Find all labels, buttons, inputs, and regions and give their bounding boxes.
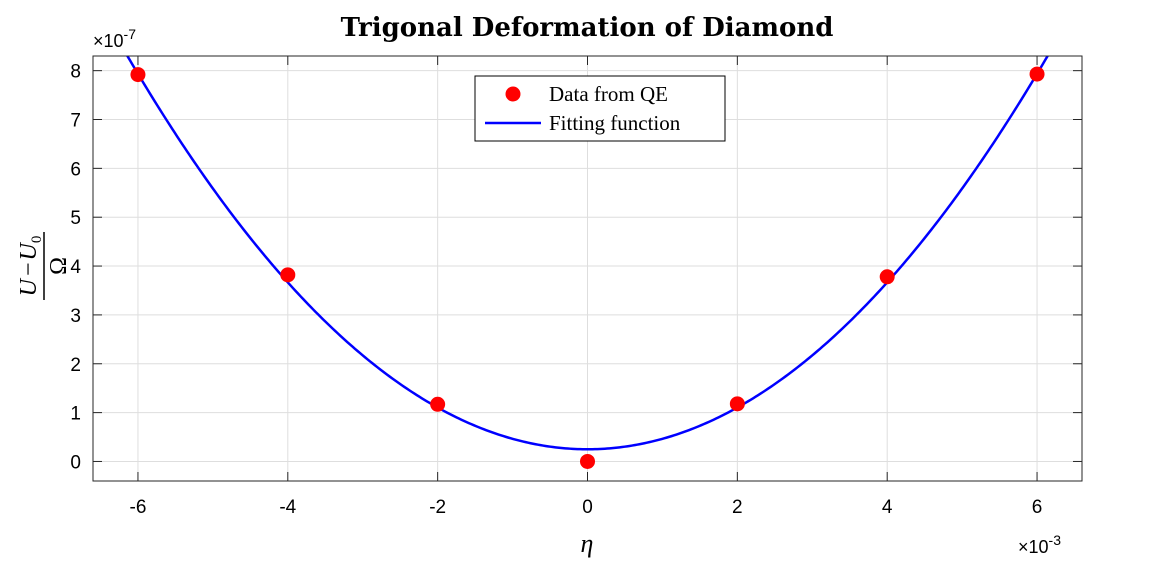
axes [92,55,1083,482]
x-axis-label: η [581,529,594,558]
chart-title: Trigonal Deformation of Diamond [341,13,834,43]
x-tick-label: -6 [130,497,147,518]
y-tick-label: 1 [70,404,81,425]
y-tick-label: 8 [70,62,81,83]
y-axis-label-denominator: Ω [46,257,72,275]
x-axis-exponent: ×10-3 [1018,532,1061,557]
data-point [1029,66,1045,82]
tick-labels: -6 -4 -2 0 2 4 6 0 1 2 3 4 5 6 7 8 [70,62,1042,518]
legend-marker-data-from-qe [505,86,521,102]
y-tick-label: 5 [70,208,81,229]
data-point [729,396,745,412]
x-tick-label: -2 [429,497,446,518]
fitting-function-curve [125,56,1050,451]
x-tick-label: 6 [1032,497,1043,518]
data-points-layer [130,66,1045,469]
y-tick-label: 0 [70,452,81,473]
data-point [430,396,446,412]
fit-curve-layer [125,56,1050,451]
y-tick-label: 4 [70,257,81,278]
x-tick-label: 2 [732,497,743,518]
legend: Data from QE Fitting function [474,75,726,142]
legend-box [474,75,726,142]
x-tick-label: 4 [882,497,893,518]
y-axis-label-numerator: U−U0 [16,236,45,297]
data-point [130,67,146,83]
y-axis-label: U−U0 Ω [16,232,72,300]
y-tick-label: 7 [70,111,81,132]
y-tick-label: 2 [70,355,81,376]
legend-label-data-from-qe: Data from QE [549,82,668,106]
data-point [280,267,296,283]
data-point [879,269,895,285]
x-tick-label: -4 [279,497,296,518]
y-axis-exponent: ×10-7 [93,26,136,51]
legend-label-fitting-function: Fitting function [549,111,681,135]
y-tick-label: 3 [70,306,81,327]
x-tick-label: 0 [582,497,593,518]
y-tick-label: 6 [70,159,81,180]
data-point [580,453,595,469]
